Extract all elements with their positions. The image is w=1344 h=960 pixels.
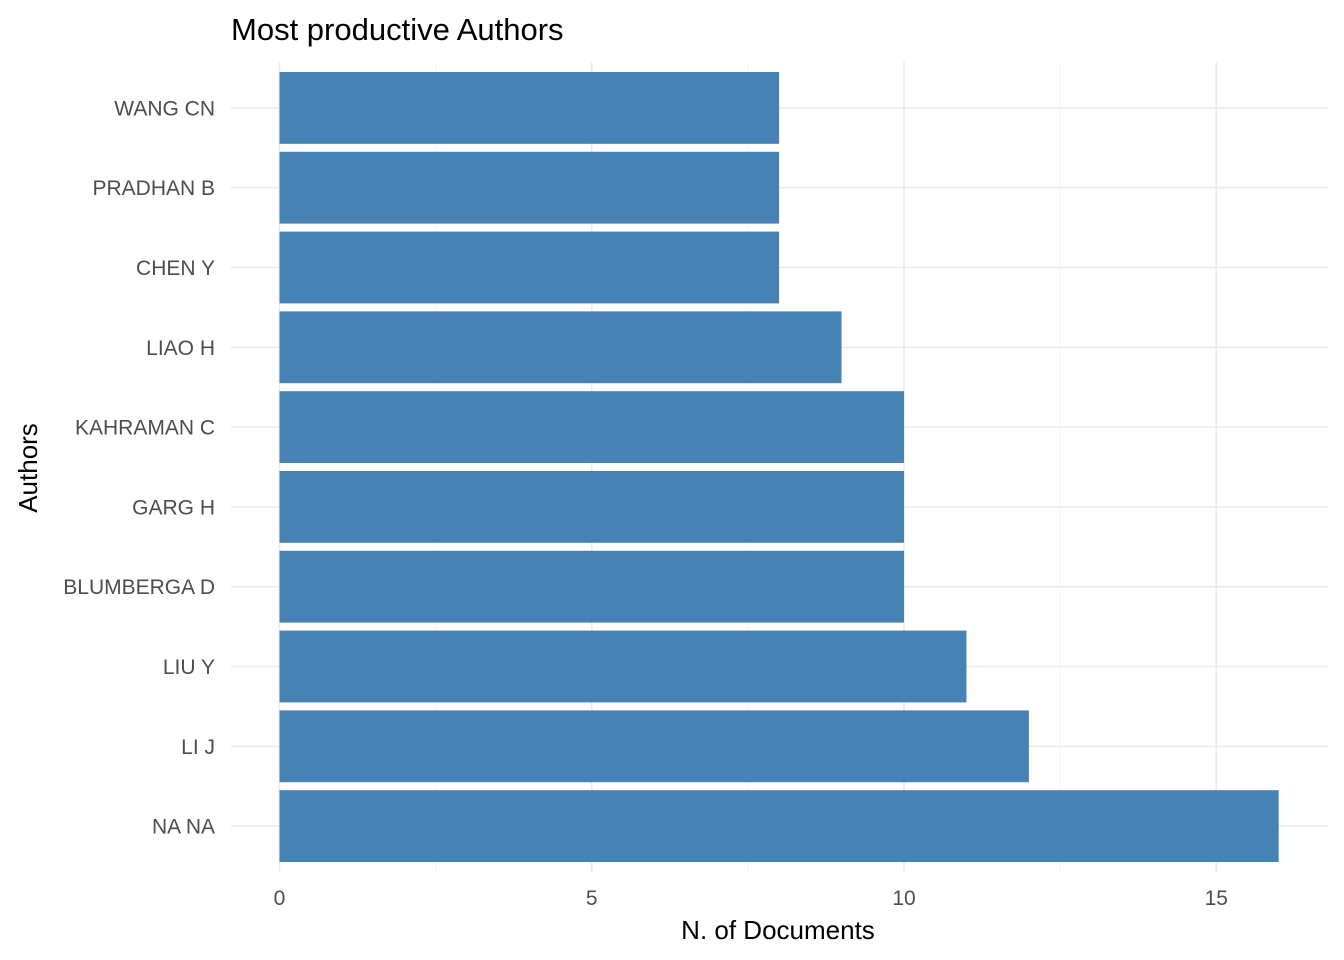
y-tick-label: BLUMBERGA D: [63, 576, 215, 599]
chart-title: Most productive Authors: [231, 12, 564, 47]
bar-garg-h: [279, 470, 904, 543]
y-tick-labels: NA NA LI J LIU Y BLUMBERGA D GARG H KAHRAMAN …: [63, 97, 215, 838]
bar-wang-cn: [279, 71, 780, 144]
y-tick-label: GARG H: [132, 496, 215, 519]
bar-liu-y: [279, 630, 967, 703]
y-tick-label: LIU Y: [163, 656, 215, 679]
bar-na-na: [279, 790, 1279, 863]
bar-liao-h: [279, 311, 842, 384]
x-tick-label: 10: [892, 887, 915, 910]
x-tick-label: 5: [586, 887, 598, 910]
bar-li-j: [279, 710, 1029, 783]
x-tick-labels: 0 5 10 15: [274, 887, 1228, 910]
y-axis-title: Authors: [13, 423, 43, 513]
bars: [279, 71, 1279, 863]
x-tick-label: 0: [274, 887, 286, 910]
y-tick-label: NA NA: [152, 816, 215, 839]
y-tick-label: CHEN Y: [136, 257, 215, 280]
bar-kahraman-c: [279, 391, 904, 464]
x-tick-label: 15: [1205, 887, 1228, 910]
bar-blumberga-d: [279, 550, 904, 623]
y-tick-label: KAHRAMAN C: [75, 417, 215, 440]
bar-pradhan-b: [279, 151, 780, 224]
x-axis-title: N. of Documents: [681, 915, 875, 945]
y-tick-label: LI J: [181, 736, 215, 759]
y-tick-label: WANG CN: [114, 97, 215, 120]
y-tick-label: PRADHAN B: [92, 177, 215, 200]
bar-chen-y: [279, 231, 780, 304]
y-tick-label: LIAO H: [146, 337, 215, 360]
